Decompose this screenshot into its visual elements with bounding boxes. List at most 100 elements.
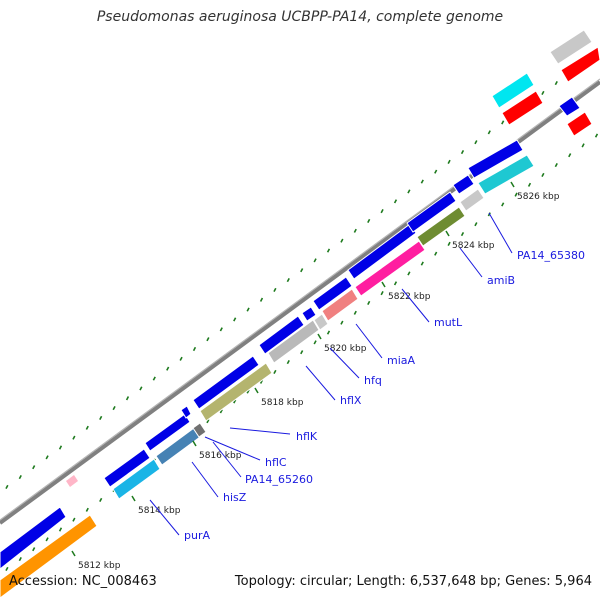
tick-mark: [32, 547, 36, 552]
gene-label-hfq[interactable]: hfq: [364, 374, 382, 387]
kbp-tick: [254, 387, 259, 394]
tick-mark: [45, 455, 49, 460]
topology-text: Topology: circular; Length: 6,537,648 bp…: [234, 574, 592, 589]
tick-mark: [300, 350, 304, 355]
gene-arrow-red-2[interactable]: [501, 90, 544, 126]
tick-mark: [380, 209, 384, 214]
kbp-tick: [445, 230, 450, 237]
kbp-label: 5826 kbp: [517, 192, 560, 202]
tick-mark: [246, 307, 250, 312]
kbp-tick: [71, 550, 76, 557]
gene-arrow[interactable]: [301, 306, 317, 322]
tick-mark: [206, 419, 210, 424]
kbp-label: 5822 kbp: [388, 292, 431, 302]
gene-hflK[interactable]: [199, 362, 273, 422]
tick-mark: [447, 159, 451, 164]
gene-mutL[interactable]: [354, 240, 426, 297]
inner-tick-ring: [5, 133, 599, 571]
tick-mark: [460, 231, 465, 237]
gene-label-pa14_65380[interactable]: PA14_65380: [517, 249, 585, 262]
tick-mark: [286, 277, 290, 283]
gene-arrow[interactable]: [406, 191, 457, 233]
tick-mark: [527, 182, 532, 187]
gene-label-leader: [191, 461, 219, 498]
gene-arrow-blue-small[interactable]: [558, 96, 581, 117]
gene-label-pura[interactable]: purA: [184, 529, 210, 542]
gene-label-hisz[interactable]: hisZ: [223, 491, 247, 504]
tick-mark: [353, 310, 357, 315]
tick-mark: [326, 330, 331, 335]
gene-arrow[interactable]: [192, 355, 260, 410]
tick-mark: [233, 399, 237, 404]
tick-mark: [420, 179, 424, 184]
gene-purA[interactable]: [0, 514, 98, 599]
tick-mark: [353, 228, 357, 233]
tick-mark: [434, 251, 438, 256]
tick-mark: [99, 415, 103, 421]
tick-mark: [206, 337, 210, 342]
tick-mark: [554, 163, 558, 168]
accession-text: Accession: NC_008463: [9, 574, 157, 589]
gene-arrow[interactable]: [452, 174, 475, 195]
tick-mark: [447, 241, 451, 246]
tick-mark: [273, 287, 277, 292]
gene-PA14_65380-grey[interactable]: [459, 188, 485, 212]
gene-PA14_65380[interactable]: [477, 154, 535, 195]
gene-hflC[interactable]: [192, 422, 207, 438]
gene-arrow[interactable]: [144, 413, 191, 452]
gene-label-leader: [355, 323, 383, 359]
tick-mark: [219, 409, 223, 414]
gene-label-hflc[interactable]: hflC: [265, 456, 287, 469]
gene-label-pa14_65260[interactable]: PA14_65260: [245, 473, 313, 486]
gene-label-leader: [329, 347, 360, 379]
gene-label-hflk[interactable]: hflK: [296, 430, 318, 443]
kbp-label: 5824 kbp: [452, 241, 495, 251]
kbp-label: 5820 kbp: [324, 344, 367, 354]
tick-mark: [259, 297, 264, 302]
tick-mark: [233, 317, 237, 322]
tick-mark: [393, 199, 398, 204]
outer-tick-ring: [5, 51, 599, 489]
gene-arrow[interactable]: [258, 315, 305, 355]
tick-mark: [273, 369, 277, 374]
tick-mark: [58, 527, 63, 532]
tick-mark: [45, 537, 49, 542]
gene-label-amib[interactable]: amiB: [487, 274, 515, 287]
gene-label-leader: [488, 212, 513, 254]
kbp-label: 5812 kbp: [78, 561, 121, 571]
map-title: Pseudomonas aeruginosa UCBPP-PA14, compl…: [96, 9, 504, 25]
gene-arrow[interactable]: [103, 448, 151, 488]
gene-label-miaa[interactable]: miaA: [387, 354, 416, 367]
gene-label-mutl[interactable]: mutL: [434, 316, 463, 329]
gene-arrow-cyan[interactable]: [491, 72, 535, 109]
gene-arrow[interactable]: [467, 139, 524, 179]
tick-mark: [85, 507, 89, 512]
tick-mark: [5, 484, 9, 489]
gene-arrow[interactable]: [0, 506, 67, 570]
gene-label-leader: [149, 499, 180, 536]
gene-hisZ[interactable]: [112, 458, 161, 500]
tick-mark: [487, 130, 491, 135]
gene-amiB[interactable]: [416, 206, 466, 247]
gene-arrow[interactable]: [347, 223, 417, 280]
tick-mark: [326, 248, 331, 253]
tick-mark: [340, 320, 344, 325]
gene-arrow-red[interactable]: [560, 46, 600, 83]
gene-arrow-grey[interactable]: [549, 29, 593, 65]
kbp-tick: [192, 440, 197, 447]
gene-miaA[interactable]: [321, 288, 359, 322]
gene-arrow[interactable]: [180, 405, 192, 419]
tick-mark: [179, 356, 183, 361]
kbp-tick: [317, 333, 322, 340]
gene-arrow-red-small[interactable]: [566, 111, 593, 137]
gene-hflX[interactable]: [267, 319, 320, 364]
tick-mark: [32, 465, 36, 470]
tick-mark: [192, 346, 197, 352]
gene-PA14_65260[interactable]: [155, 427, 201, 466]
gene-label-hflx[interactable]: hflX: [340, 394, 362, 407]
gene-arrow[interactable]: [312, 276, 353, 311]
gene-hfq[interactable]: [313, 313, 329, 331]
kbp-label: 5816 kbp: [199, 451, 242, 461]
tick-mark: [219, 327, 223, 332]
